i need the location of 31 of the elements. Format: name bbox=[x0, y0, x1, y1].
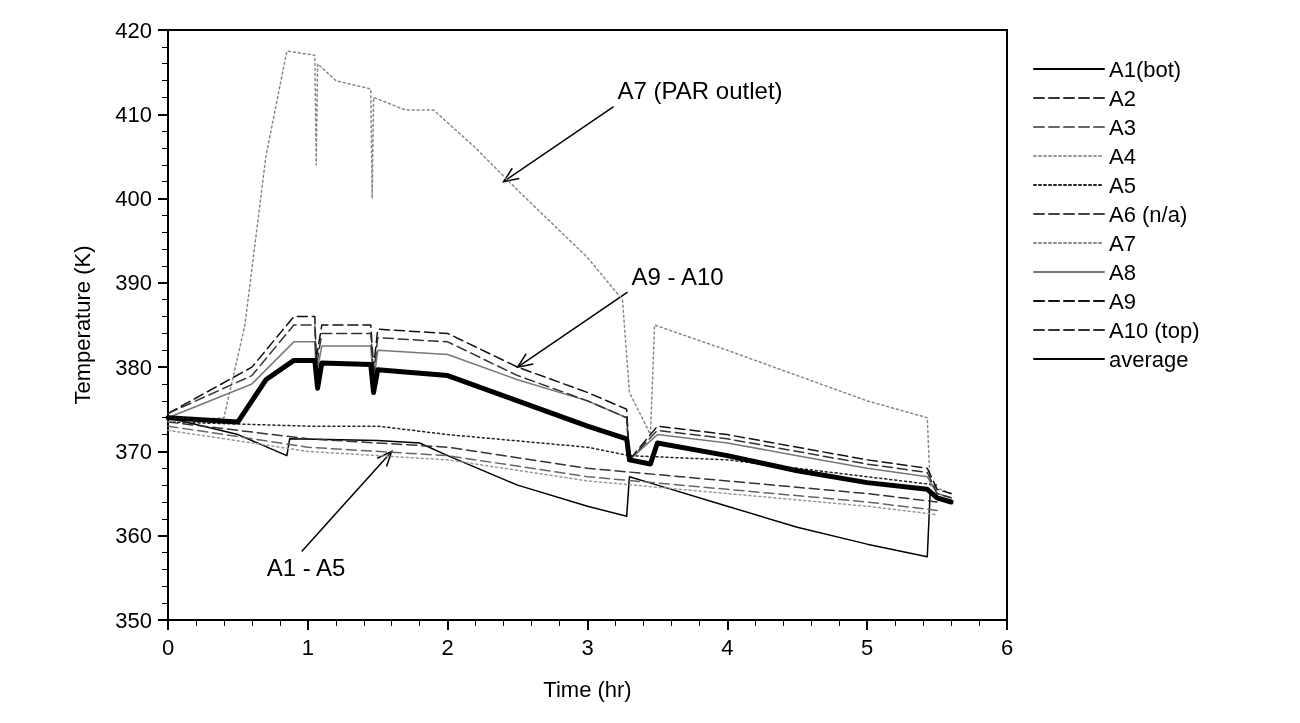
x-tick-label: 0 bbox=[161, 634, 175, 660]
legend-label: A2 bbox=[1109, 85, 1136, 111]
y-tick-label: 400 bbox=[115, 186, 152, 212]
y-tick-label: 350 bbox=[115, 607, 152, 633]
y-tick-label: 410 bbox=[115, 101, 152, 127]
annotation: A7 (PAR outlet) bbox=[617, 77, 783, 105]
x-tick-label: 5 bbox=[861, 634, 874, 660]
y-tick-label: 390 bbox=[115, 270, 152, 296]
x-tick-label: 6 bbox=[1000, 634, 1014, 660]
legend-label: A1(bot) bbox=[1109, 56, 1182, 82]
legend-label: average bbox=[1109, 346, 1189, 372]
y-tick-label: 360 bbox=[115, 523, 152, 549]
legend-label: A5 bbox=[1109, 172, 1136, 198]
y-tick-label: 420 bbox=[115, 17, 152, 43]
legend-label: A6 (n/a) bbox=[1109, 201, 1188, 227]
x-tick-label: 2 bbox=[441, 634, 454, 660]
y-tick-label: 370 bbox=[115, 438, 152, 464]
legend-label: A3 bbox=[1109, 114, 1136, 140]
legend-label: A4 bbox=[1109, 143, 1136, 169]
x-axis-title: Time (hr) bbox=[543, 676, 632, 702]
x-tick-label: 4 bbox=[721, 634, 734, 660]
annotation: A1 - A5 bbox=[266, 553, 346, 581]
legend-label: A10 (top) bbox=[1109, 317, 1200, 343]
x-tick-label: 3 bbox=[581, 634, 594, 660]
annotation: A9 - A10 bbox=[631, 262, 724, 290]
legend-label: A7 bbox=[1109, 230, 1136, 256]
x-tick-label: 1 bbox=[301, 634, 314, 660]
y-axis-title: Temperature (K) bbox=[69, 245, 95, 405]
legend-label: A8 bbox=[1109, 259, 1136, 285]
y-tick-label: 380 bbox=[115, 354, 152, 380]
legend-label: A9 bbox=[1109, 288, 1136, 314]
